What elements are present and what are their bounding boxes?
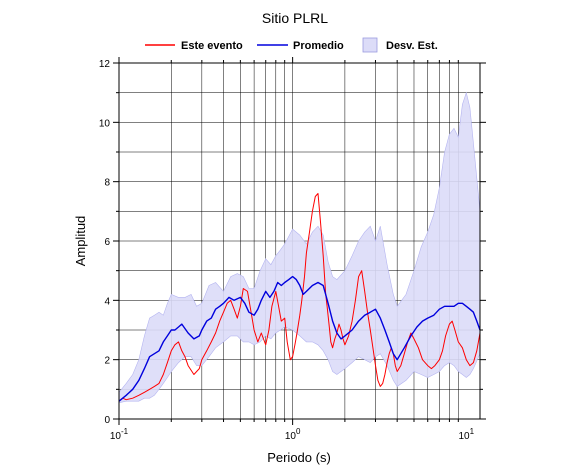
- legend-swatch-std: [362, 37, 378, 53]
- x-tick-label: 101: [458, 427, 474, 442]
- y-tick-label: 4: [104, 296, 110, 307]
- y-tick-label: 2: [104, 356, 110, 367]
- legend-label-std: Desv. Est.: [386, 40, 438, 52]
- std-band: [118, 91, 481, 404]
- legend-label-event: Este evento: [181, 40, 243, 52]
- event-series-line: [118, 193, 481, 402]
- x-axis-ticks: 10-1 100 101: [110, 57, 475, 442]
- x-tick-exponent: 1: [470, 427, 475, 436]
- y-axis-label: Amplitud: [73, 216, 88, 267]
- y-tick-label: 8: [104, 178, 110, 189]
- y-tick-label: 10: [99, 118, 111, 129]
- legend: Este evento Promedio Desv. Est.: [145, 37, 438, 53]
- y-axis-ticks: 0 2 4 6 8 10 12: [99, 59, 486, 426]
- x-tick-exponent: -1: [121, 427, 129, 436]
- y-tick-label: 6: [104, 237, 110, 248]
- x-tick-exponent: 0: [296, 427, 301, 436]
- chart-title: Sitio PLRL: [262, 10, 328, 26]
- std-band-layer: [118, 91, 481, 404]
- legend-label-mean: Promedio: [293, 40, 344, 52]
- x-tick-label: 10-1: [110, 427, 129, 442]
- y-tick-label: 12: [99, 59, 111, 70]
- series-layer: [118, 193, 481, 402]
- x-axis-label: Periodo (s): [267, 450, 331, 465]
- y-tick-label: 0: [104, 415, 110, 426]
- mean-series-line: [118, 275, 481, 402]
- x-tick-label: 100: [285, 427, 301, 442]
